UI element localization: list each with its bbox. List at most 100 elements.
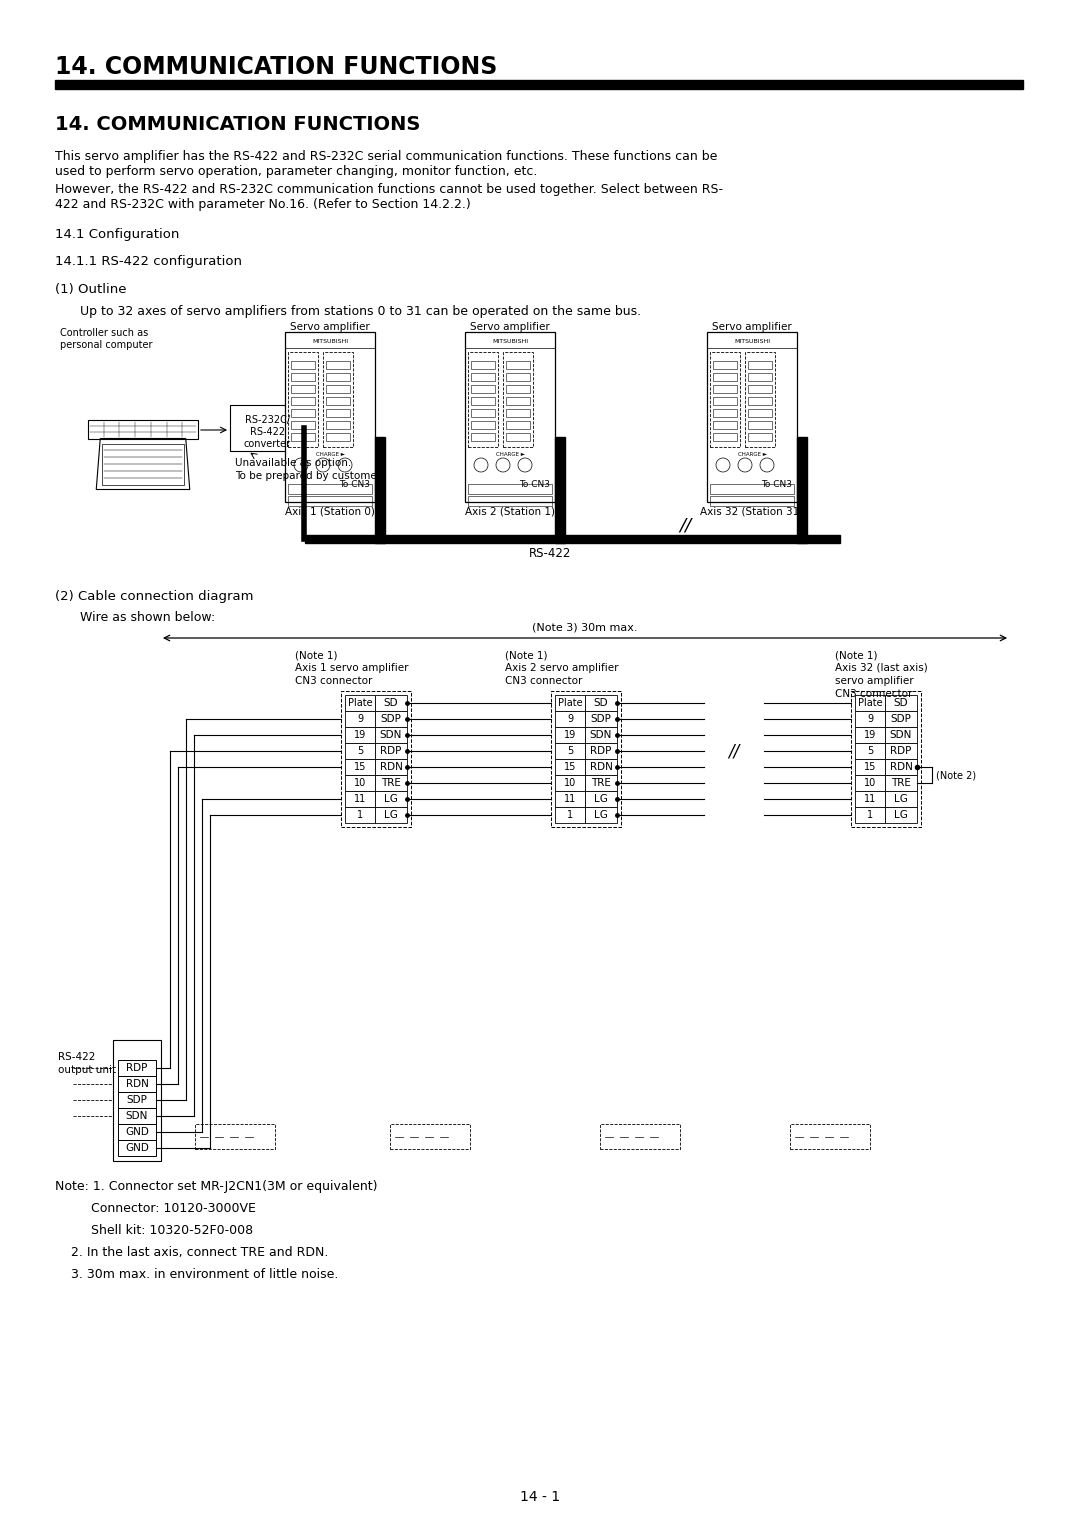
Bar xyxy=(471,373,495,380)
Text: GND: GND xyxy=(125,1128,149,1137)
Bar xyxy=(288,351,318,448)
Text: 1: 1 xyxy=(356,810,363,821)
Bar xyxy=(555,437,565,542)
Bar xyxy=(291,397,315,405)
Bar xyxy=(305,535,840,542)
Text: TRE: TRE xyxy=(381,778,401,788)
Bar xyxy=(507,361,530,368)
Bar xyxy=(55,79,1023,89)
Text: SD: SD xyxy=(383,698,399,707)
Text: RS-422: RS-422 xyxy=(529,547,571,559)
Bar xyxy=(855,792,885,807)
Bar xyxy=(326,397,350,405)
Bar xyxy=(555,807,585,824)
Bar xyxy=(285,332,375,503)
Bar xyxy=(748,397,772,405)
Text: (Note 3) 30m max.: (Note 3) 30m max. xyxy=(532,623,638,633)
Bar xyxy=(326,410,350,417)
Bar xyxy=(288,484,372,494)
Bar xyxy=(713,432,737,442)
Bar xyxy=(471,410,495,417)
Bar xyxy=(885,775,917,792)
Text: LG: LG xyxy=(894,810,908,821)
Text: GND: GND xyxy=(125,1143,149,1154)
Bar xyxy=(507,373,530,380)
Text: SDN: SDN xyxy=(125,1111,148,1122)
Bar xyxy=(345,743,375,759)
Text: SDP: SDP xyxy=(380,714,402,724)
Text: 11: 11 xyxy=(354,795,366,804)
Bar xyxy=(713,397,737,405)
Bar xyxy=(468,497,552,506)
Text: Servo amplifier: Servo amplifier xyxy=(291,322,369,332)
Bar xyxy=(375,437,384,542)
Bar xyxy=(288,497,372,506)
Text: 14.1 Configuration: 14.1 Configuration xyxy=(55,228,179,241)
Text: SDN: SDN xyxy=(590,730,612,740)
Text: SDP: SDP xyxy=(591,714,611,724)
Text: RS-422: RS-422 xyxy=(249,426,285,437)
Bar xyxy=(748,373,772,380)
Bar xyxy=(468,484,552,494)
Text: 14.1.1 RS-422 configuration: 14.1.1 RS-422 configuration xyxy=(55,255,242,267)
Bar xyxy=(118,1076,156,1093)
Bar xyxy=(555,743,585,759)
Text: 14. COMMUNICATION FUNCTIONS: 14. COMMUNICATION FUNCTIONS xyxy=(55,115,420,134)
Bar xyxy=(713,422,737,429)
Text: RDP: RDP xyxy=(126,1063,148,1073)
Text: LG: LG xyxy=(594,795,608,804)
Bar xyxy=(468,351,498,448)
Bar xyxy=(585,759,617,775)
Bar xyxy=(375,759,407,775)
Bar xyxy=(555,775,585,792)
Text: RDN: RDN xyxy=(890,762,913,772)
Bar xyxy=(326,432,350,442)
Bar xyxy=(555,711,585,727)
Bar xyxy=(230,405,305,451)
Bar xyxy=(713,373,737,380)
Bar xyxy=(113,1041,161,1161)
Text: 1: 1 xyxy=(867,810,873,821)
Bar xyxy=(503,351,534,448)
Bar xyxy=(713,385,737,393)
Bar xyxy=(710,484,794,494)
Bar xyxy=(345,775,375,792)
Bar xyxy=(855,727,885,743)
Bar xyxy=(885,743,917,759)
Text: TRE: TRE xyxy=(591,778,611,788)
Text: MITSUBISHI: MITSUBISHI xyxy=(734,339,770,344)
Bar xyxy=(375,711,407,727)
Text: 5: 5 xyxy=(356,746,363,756)
Text: 15: 15 xyxy=(354,762,366,772)
Text: personal computer: personal computer xyxy=(60,341,152,350)
Text: RDN: RDN xyxy=(590,762,612,772)
Text: Connector: 10120-3000VE: Connector: 10120-3000VE xyxy=(55,1203,256,1215)
Text: 422 and RS-232C with parameter No.16. (Refer to Section 14.2.2.): 422 and RS-232C with parameter No.16. (R… xyxy=(55,199,471,211)
Bar xyxy=(555,727,585,743)
Text: (Note 1): (Note 1) xyxy=(835,649,877,660)
Bar xyxy=(375,471,384,487)
Text: SDP: SDP xyxy=(126,1096,148,1105)
Bar xyxy=(375,727,407,743)
Bar xyxy=(465,332,555,503)
Bar xyxy=(345,711,375,727)
Bar xyxy=(291,361,315,368)
Text: This servo amplifier has the RS-422 and RS-232C serial communication functions. : This servo amplifier has the RS-422 and … xyxy=(55,150,717,163)
Text: 14. COMMUNICATION FUNCTIONS: 14. COMMUNICATION FUNCTIONS xyxy=(55,55,498,79)
Bar xyxy=(507,422,530,429)
Text: 5: 5 xyxy=(867,746,873,756)
Bar xyxy=(745,351,775,448)
Text: Axis 1 (Station 0): Axis 1 (Station 0) xyxy=(285,506,375,516)
Text: Shell kit: 10320-52F0-008: Shell kit: 10320-52F0-008 xyxy=(55,1224,253,1238)
Bar xyxy=(291,385,315,393)
Text: 19: 19 xyxy=(354,730,366,740)
Text: SD: SD xyxy=(594,698,608,707)
Text: However, the RS-422 and RS-232C communication functions cannot be used together.: However, the RS-422 and RS-232C communic… xyxy=(55,183,723,196)
Bar xyxy=(748,422,772,429)
Text: servo amplifier: servo amplifier xyxy=(835,675,914,686)
Text: CHARGE ►: CHARGE ► xyxy=(496,452,525,457)
Bar xyxy=(507,397,530,405)
Bar xyxy=(375,775,407,792)
Text: 9: 9 xyxy=(867,714,873,724)
Text: 3. 30m max. in environment of little noise.: 3. 30m max. in environment of little noi… xyxy=(55,1268,338,1280)
